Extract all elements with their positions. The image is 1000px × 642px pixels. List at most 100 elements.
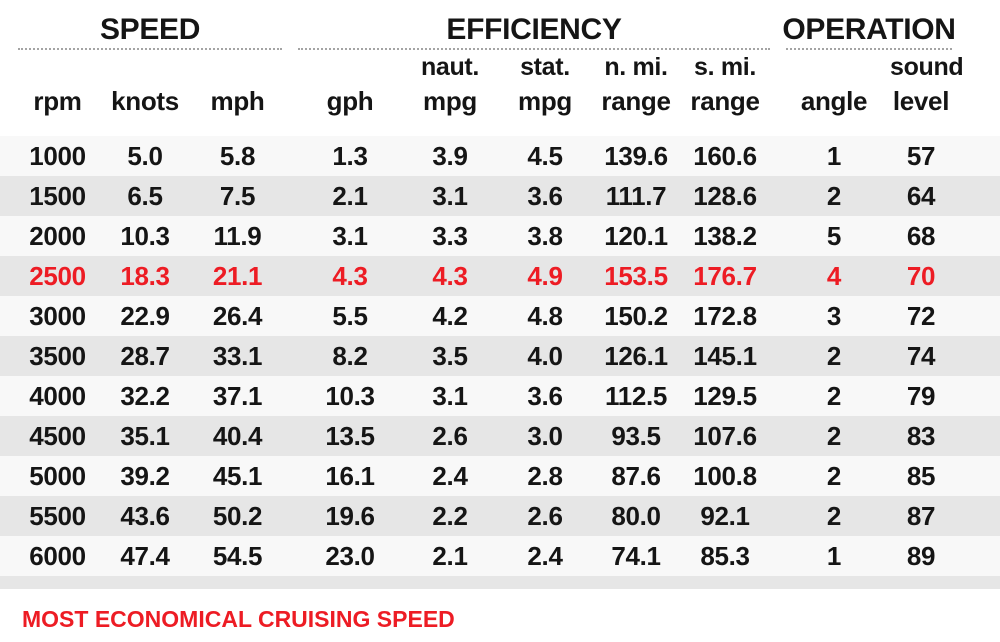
table-cell: 153.5 (604, 260, 668, 291)
table-cell: 139.6 (604, 140, 668, 171)
bottom-stripe (0, 576, 1000, 589)
table-cell: 85 (906, 460, 936, 491)
table-cell: 4.2 (432, 300, 468, 331)
table-cell: 85.3 (700, 540, 750, 571)
table-cell: 4.5 (527, 140, 563, 171)
group-header-row: SPEED EFFICIENCY OPERATION (0, 15, 1000, 50)
table-cell: 13.5 (325, 420, 375, 451)
table-cell: 26.4 (212, 300, 263, 331)
table-cell: 126.1 (604, 340, 668, 371)
table-cell: 4.8 (527, 300, 563, 331)
column-header-knots: knots (111, 85, 179, 116)
table-cell: 2 (826, 180, 842, 211)
table-cell: 19.6 (325, 500, 375, 531)
table-cell: 2.4 (432, 460, 468, 491)
table-cell: 145.1 (693, 340, 757, 371)
table-cell: 150.2 (604, 300, 668, 331)
table-cell: 64 (906, 180, 936, 211)
table-cell: 2 (826, 500, 842, 531)
table-cell: 120.1 (604, 220, 668, 251)
table-cell: 2.1 (332, 180, 368, 211)
table-cell: 47.4 (120, 540, 170, 571)
group-header-efficiency: EFFICIENCY (298, 15, 770, 50)
table-body: 1000 5.0 5.8 1.3 3.9 4.5 139.6 160.6 1 57 1500 6.5 7… (0, 136, 1000, 576)
table-cell: 57 (906, 140, 936, 171)
table-cell: 21.1 (212, 260, 263, 291)
table-cell: 3 (826, 300, 842, 331)
table-cell: 1.3 (332, 140, 368, 171)
table-cell: 4.3 (332, 260, 368, 291)
sub-header-naut: naut. (420, 52, 480, 81)
table-cell: 1000 (29, 140, 86, 171)
table-cell: 128.6 (693, 180, 757, 211)
table-cell: 74 (906, 340, 936, 371)
table-row: 3000 22.9 26.4 5.5 4.2 4.8 150.2 172.8 3 72 (0, 296, 1000, 336)
table-cell: 2000 (29, 220, 86, 251)
table-row-highlighted: 2500 18.3 21.1 4.3 4.3 4.9 153.5 176.7 4 70 (0, 256, 1000, 296)
table-cell: 33.1 (212, 340, 263, 371)
table-cell: 50.2 (212, 500, 263, 531)
group-label-operation: OPERATION (782, 13, 956, 46)
column-header-smi-range: range (690, 85, 760, 116)
table-cell: 3.5 (432, 340, 468, 371)
column-header-nmi-range: range (601, 85, 671, 116)
table-cell: 176.7 (693, 260, 757, 291)
table-cell: 79 (906, 380, 936, 411)
table-cell: 32.2 (120, 380, 170, 411)
group-label-efficiency: EFFICIENCY (446, 13, 622, 46)
table-cell: 72 (906, 300, 936, 331)
table-cell: 16.1 (325, 460, 375, 491)
table-cell: 45.1 (212, 460, 263, 491)
table-cell: 4.9 (527, 260, 563, 291)
table-cell: 3.1 (332, 220, 368, 251)
table-cell: 3.3 (432, 220, 468, 251)
table-cell: 87.6 (611, 460, 661, 491)
table-cell: 3.1 (432, 380, 468, 411)
column-header-gph: gph (326, 85, 374, 116)
table-cell: 83 (906, 420, 936, 451)
table-row: 2000 10.3 11.9 3.1 3.3 3.8 120.1 138.2 5 68 (0, 216, 1000, 256)
table-cell: 87 (906, 500, 936, 531)
table-cell: 89 (906, 540, 936, 571)
table-cell: 18.3 (120, 260, 170, 291)
table-cell: 3000 (29, 300, 86, 331)
table-cell: 68 (906, 220, 936, 251)
column-header-level: level (892, 85, 950, 116)
table-cell: 23.0 (325, 540, 375, 571)
table-cell: 3.6 (527, 380, 563, 411)
group-label-speed: SPEED (99, 13, 201, 46)
table-row: 1500 6.5 7.5 2.1 3.1 3.6 111.7 128.6 2 64 (0, 176, 1000, 216)
table-cell: 37.1 (212, 380, 263, 411)
table-cell: 4.0 (527, 340, 563, 371)
table-cell: 4.3 (432, 260, 468, 291)
table-row: 5000 39.2 45.1 16.1 2.4 2.8 87.6 100.8 2 85 (0, 456, 1000, 496)
column-header-row: rpm knots mph gph mpg mpg range range an… (0, 80, 1000, 118)
table-row: 3500 28.7 33.1 8.2 3.5 4.0 126.1 145.1 2 74 (0, 336, 1000, 376)
table-cell: 5.0 (127, 140, 163, 171)
sub-header-smi: s. mi. (694, 52, 756, 81)
table-cell: 1 (826, 540, 842, 571)
table-cell: 10.3 (120, 220, 170, 251)
column-header-stat-mpg: mpg (518, 85, 572, 116)
sub-header-nmi: n. mi. (604, 52, 668, 81)
group-header-speed: SPEED (18, 15, 282, 50)
table-cell: 39.2 (120, 460, 170, 491)
table-cell: 2.2 (432, 500, 468, 531)
table-cell: 3.8 (527, 220, 563, 251)
table-cell: 8.2 (332, 340, 368, 371)
table-cell: 2.6 (432, 420, 468, 451)
table-cell: 172.8 (693, 300, 757, 331)
table-cell: 3.1 (432, 180, 468, 211)
table-cell: 1 (826, 140, 842, 171)
table-cell: 2 (826, 380, 842, 411)
group-header-operation: OPERATION (782, 15, 956, 50)
sub-header-sound: sound (890, 52, 964, 81)
column-header-angle: angle (800, 85, 868, 116)
table-row: 5500 43.6 50.2 19.6 2.2 2.6 80.0 92.1 2 87 (0, 496, 1000, 536)
table-cell: 2 (826, 420, 842, 451)
table-cell: 2.8 (527, 460, 563, 491)
table-cell: 1500 (29, 180, 86, 211)
table-cell: 3.0 (527, 420, 563, 451)
table-cell: 10.3 (325, 380, 375, 411)
